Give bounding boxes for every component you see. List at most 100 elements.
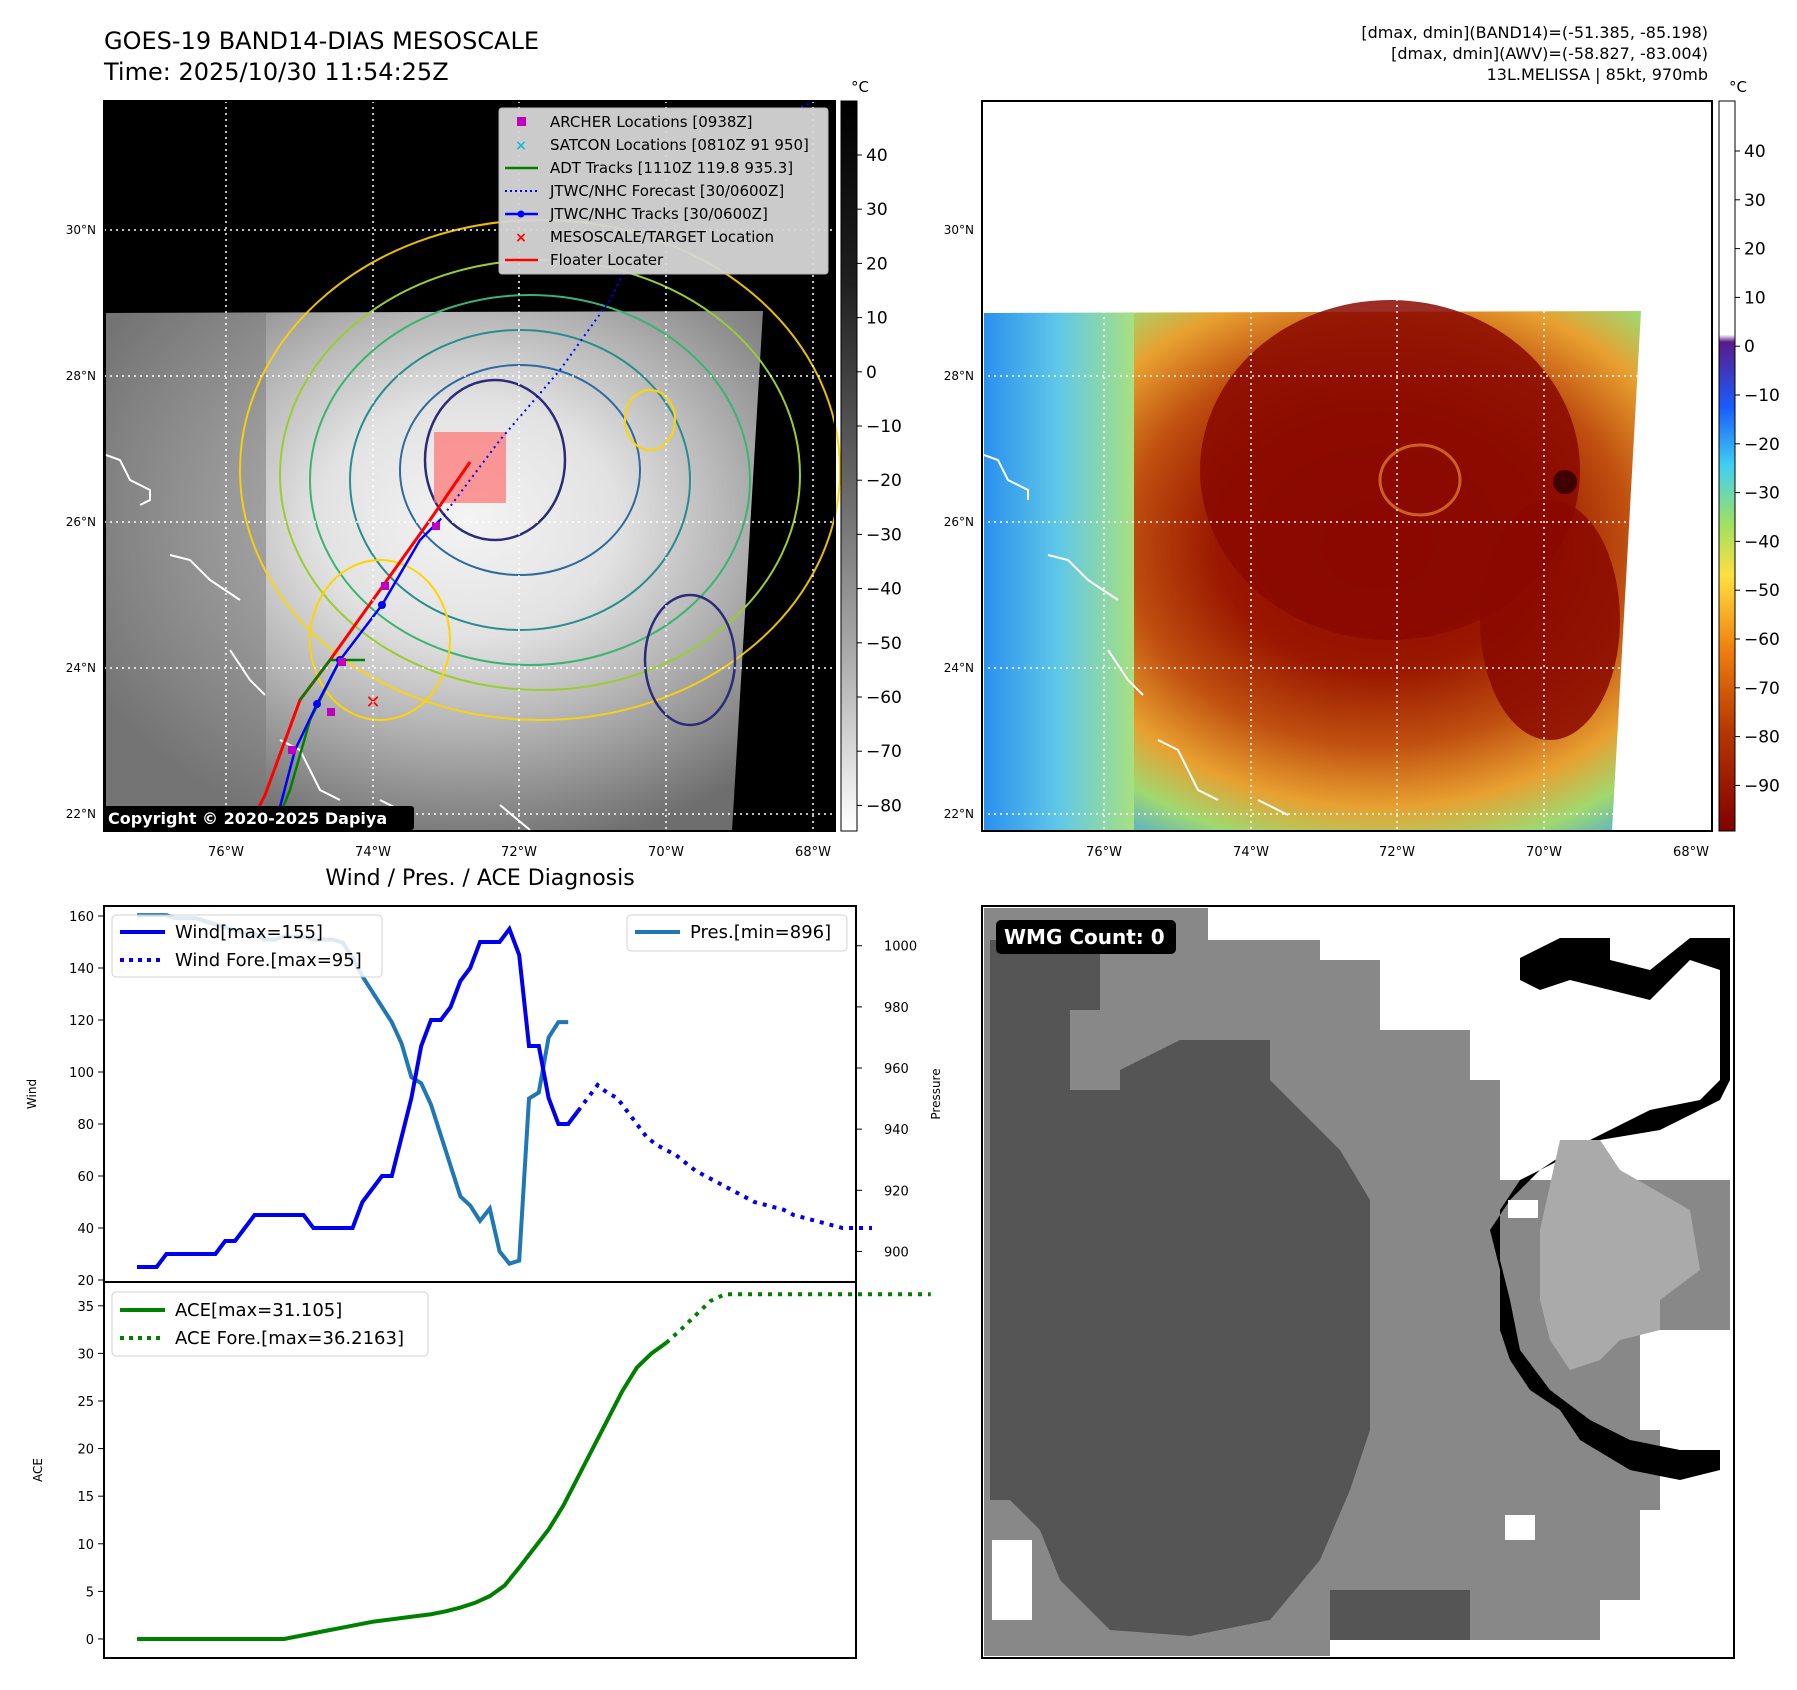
wmg-light-region <box>1540 1140 1700 1370</box>
legend-swatch: × <box>515 230 527 246</box>
wind-tick-label: 140 <box>69 962 94 977</box>
legend-swatch-dot <box>517 210 525 218</box>
colorbar2-tick-label: −30 <box>1744 484 1780 504</box>
colorbar2-tick-label: −90 <box>1744 776 1780 796</box>
pressure-tick-label: 900 <box>884 1245 909 1260</box>
wind-legend-label: Wind[max=155] <box>175 922 323 943</box>
map2-cold-cloud-core <box>1200 300 1580 640</box>
map1-lat-label: 22°N <box>66 807 96 821</box>
floater-box <box>434 432 506 503</box>
map2-lon-label: 68°W <box>1673 845 1709 860</box>
colorbar2-tick-label: −10 <box>1744 386 1780 406</box>
ace-tick-label: 30 <box>77 1347 94 1362</box>
colorbar2-tick-label: −80 <box>1744 728 1780 748</box>
pressure-tick-label: 980 <box>884 1001 909 1016</box>
ace-fore-legend-label: ACE Fore.[max=36.2163] <box>175 1328 404 1349</box>
map2-east-cold-band <box>1480 500 1620 740</box>
wmg-white-patch <box>1505 1515 1535 1540</box>
colorbar-gray: °C 40 30 20 10 0 −10 −20 −30 −40 −50 −60 −70 −80 <box>840 78 902 832</box>
map2-frame <box>981 100 1713 832</box>
chart-title: Wind / Pres. / ACE Diagnosis <box>325 866 634 891</box>
ace-chart: ACE 35 30 25 20 15 10 5 0 ACE[max=31.105] ACE F… <box>31 1281 931 1659</box>
ace-tick-label: 35 <box>77 1300 94 1315</box>
map2-lon-label: 72°W <box>1379 845 1415 860</box>
map1-legend: ARCHER Locations [0938Z] × SATCON Location… <box>498 107 829 275</box>
figure-time: Time: 2025/10/30 11:54:25Z <box>103 58 449 86</box>
colorbar1-tick-label: 10 <box>866 309 888 329</box>
colorbar1-tick-label: 0 <box>866 363 877 383</box>
colorbar2-tick-label: −50 <box>1744 581 1780 601</box>
colorbar2-tick-label: 0 <box>1744 337 1755 357</box>
map1-lon-label: 76°W <box>208 845 244 860</box>
info-storm: 13L.MELISSA | 85kt, 970mb <box>1487 65 1708 84</box>
pressure-tick-label: 960 <box>884 1062 909 1077</box>
legend-swatch: × <box>515 138 527 154</box>
pressure-tick-label: 1000 <box>884 940 917 955</box>
colorbar1-tick-label: −10 <box>866 417 902 437</box>
colorbar2-tick-label: −60 <box>1744 630 1780 650</box>
pressure-tick-label: 920 <box>884 1184 909 1199</box>
colorbar1-tick-label: −50 <box>866 634 902 654</box>
map1-lat-label: 28°N <box>66 369 96 383</box>
legend-label: Floater Locater <box>550 251 664 269</box>
wind-tick-label: 160 <box>69 910 94 925</box>
map2-lat-label: 28°N <box>944 369 974 383</box>
wmg-frame <box>981 905 1735 1659</box>
colorbar2-tick-label: 20 <box>1744 240 1766 260</box>
map1-frame <box>103 100 836 832</box>
wind-tick-label: 80 <box>77 1118 94 1133</box>
colorbar2-tick-label: −20 <box>1744 435 1780 455</box>
map1-lon-label: 74°W <box>355 845 391 860</box>
colorbar1-tick-label: −30 <box>866 525 902 545</box>
map2-lat-label: 22°N <box>944 807 974 821</box>
legend-label: JTWC/NHC Tracks [30/0600Z] <box>549 205 768 223</box>
map1-satellite-swath <box>106 311 763 831</box>
ace-series-line <box>137 1341 668 1641</box>
wmg-white-hole <box>1508 1200 1538 1218</box>
pressure-axis-label: Pressure <box>929 1068 943 1119</box>
wmg-dark-region <box>990 940 1370 1636</box>
legend-label: SATCON Locations [0810Z 91 950] <box>550 136 809 154</box>
map1-lat-label: 26°N <box>66 515 96 529</box>
legend-swatch <box>517 117 526 126</box>
info-awv: [dmax, dmin](AWV)=(-58.827, -83.004) <box>1391 44 1708 63</box>
colorbar1-tick-label: −60 <box>866 688 902 708</box>
map-awv-panel <box>981 100 1713 832</box>
map2-overshooting-top <box>1553 470 1577 494</box>
copyright-text: Copyright © 2020-2025 Dapiya <box>108 809 387 828</box>
legend-label: MESOSCALE/TARGET Location <box>550 228 774 246</box>
map1-lat-label: 24°N <box>66 661 96 675</box>
map2-lon-label: 76°W <box>1086 845 1122 860</box>
wind-tick-label: 100 <box>69 1066 94 1081</box>
map2-eye-spiral <box>1378 443 1462 517</box>
ace-tick-label: 20 <box>77 1443 94 1458</box>
ace-tick-label: 25 <box>77 1395 94 1410</box>
archer-points <box>288 522 440 754</box>
colorbar2-unit: °C <box>1729 78 1747 96</box>
map2-lat-label: 24°N <box>944 661 974 675</box>
map2-lon-label: 70°W <box>1526 845 1562 860</box>
colorbar1-tick-label: −40 <box>866 580 902 600</box>
map1-west-clear-sky <box>106 313 266 831</box>
ace-axis-label: ACE <box>31 1458 45 1482</box>
info-band14: [dmax, dmin](BAND14)=(-51.385, -85.198) <box>1361 23 1708 42</box>
map1-lat-label: 30°N <box>66 223 96 237</box>
colorbar1-tick-label: −20 <box>866 471 902 491</box>
map-band14-panel: ✕ ARCHER Locations [0938Z]× SATCON Locati… <box>103 100 841 832</box>
wind-tick-label: 120 <box>69 1014 94 1029</box>
colorbar2-tick-label: −40 <box>1744 532 1780 552</box>
wind-legend-box <box>111 914 383 978</box>
map2-west-clear-sky <box>984 313 1134 831</box>
map2-lat-label: 26°N <box>944 515 974 529</box>
colorbar1-tick-label: −70 <box>866 742 902 762</box>
ace-legend-box <box>111 1291 429 1357</box>
wind-tick-label: 60 <box>77 1170 94 1185</box>
colorbar2-tick-label: −70 <box>1744 679 1780 699</box>
colorbar-color: °C 40 30 20 10 0 −10 −20 −30 −40 −50 −60 −70 −80 −90 <box>1718 78 1780 832</box>
legend-label: ADT Tracks [1110Z 119.8 935.3] <box>550 159 793 177</box>
copyright-box <box>104 806 414 830</box>
map2-lon-label: 74°W <box>1233 845 1269 860</box>
colorbar1-unit: °C <box>851 78 869 96</box>
ace-tick-label: 10 <box>77 1538 94 1553</box>
